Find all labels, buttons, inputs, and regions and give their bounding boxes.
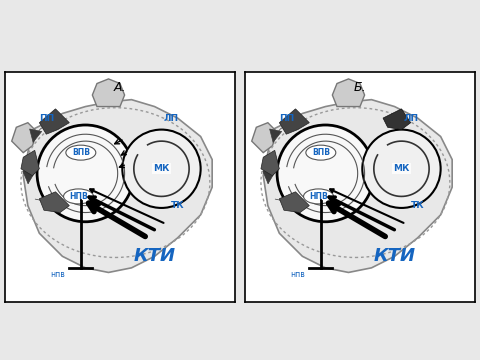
Text: МК: МК [153,164,169,173]
Polygon shape [263,100,452,273]
Polygon shape [23,100,212,273]
Text: ТК: ТК [171,201,184,210]
Text: ЛП: ЛП [163,113,178,122]
Text: ТК: ТК [411,201,424,210]
Polygon shape [252,123,277,153]
Ellipse shape [306,145,336,160]
Text: ПП: ПП [279,113,294,122]
Circle shape [37,125,134,222]
Text: КТИ: КТИ [133,247,176,265]
Text: ПП: ПП [39,113,54,122]
Polygon shape [39,192,69,212]
Text: ЛП: ЛП [403,113,418,122]
Ellipse shape [303,189,334,204]
Polygon shape [39,109,69,134]
Text: НПВ: НПВ [69,192,88,201]
Polygon shape [261,150,279,176]
Polygon shape [12,123,37,153]
Polygon shape [383,109,411,130]
Text: нпв: нпв [50,270,65,279]
Ellipse shape [66,145,96,160]
Polygon shape [92,79,125,107]
Text: Б.: Б. [354,81,366,94]
Text: нпв: нпв [290,270,305,279]
Circle shape [362,130,441,208]
Circle shape [122,130,201,208]
Text: А.: А. [114,81,126,94]
Text: ВПВ: ВПВ [72,148,90,157]
Polygon shape [279,192,309,212]
Polygon shape [21,150,39,176]
Polygon shape [332,79,365,107]
Ellipse shape [63,189,94,204]
Polygon shape [279,109,309,134]
Circle shape [277,125,374,222]
Text: КТИ: КТИ [373,247,416,265]
Text: ВПВ: ВПВ [312,148,330,157]
Text: МК: МК [393,164,409,173]
Text: НПВ: НПВ [309,192,328,201]
